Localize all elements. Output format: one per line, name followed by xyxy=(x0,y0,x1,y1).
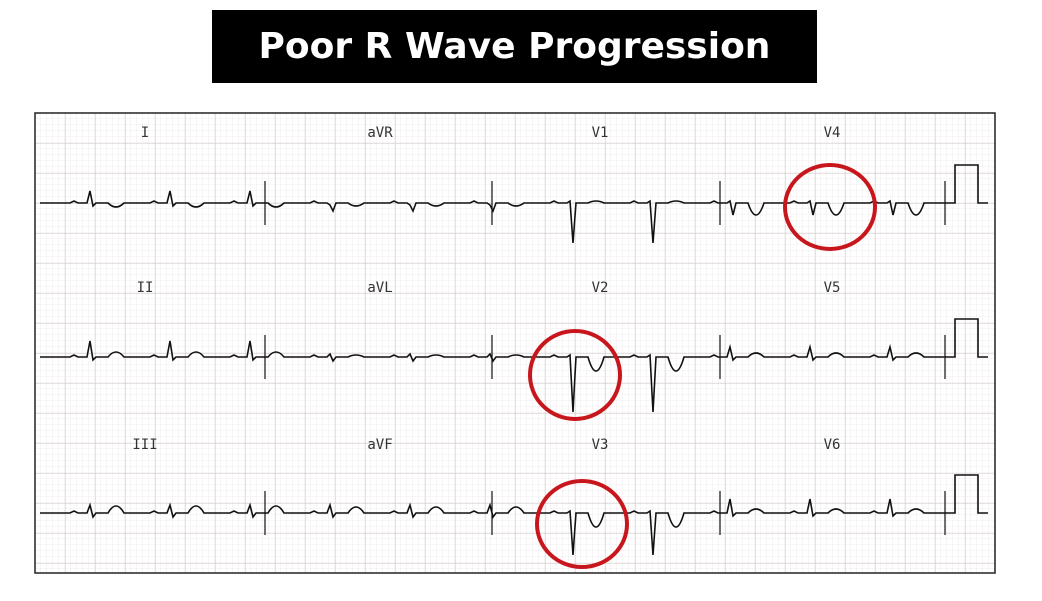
lead-label: V2 xyxy=(592,280,609,296)
lead-label: I xyxy=(141,125,149,141)
lead-label: aVF xyxy=(367,437,392,453)
lead-label: V3 xyxy=(592,437,609,453)
grid xyxy=(34,112,996,574)
highlight-circle xyxy=(783,163,877,251)
lead-label: V1 xyxy=(592,125,609,141)
highlight-circle xyxy=(535,479,629,569)
highlight-circle xyxy=(528,329,622,421)
lead-label: III xyxy=(132,437,157,453)
lead-label: II xyxy=(137,280,154,296)
ecg-trace xyxy=(40,318,988,413)
lead-label: aVL xyxy=(367,280,392,296)
ecg-trace xyxy=(40,164,988,244)
lead-label: aVR xyxy=(367,125,393,141)
ecg-trace xyxy=(40,474,988,556)
lead-label: V5 xyxy=(824,280,841,296)
lead-label: V6 xyxy=(824,437,841,453)
title: Poor R Wave Progression xyxy=(212,10,817,83)
lead-label: V4 xyxy=(824,125,841,141)
